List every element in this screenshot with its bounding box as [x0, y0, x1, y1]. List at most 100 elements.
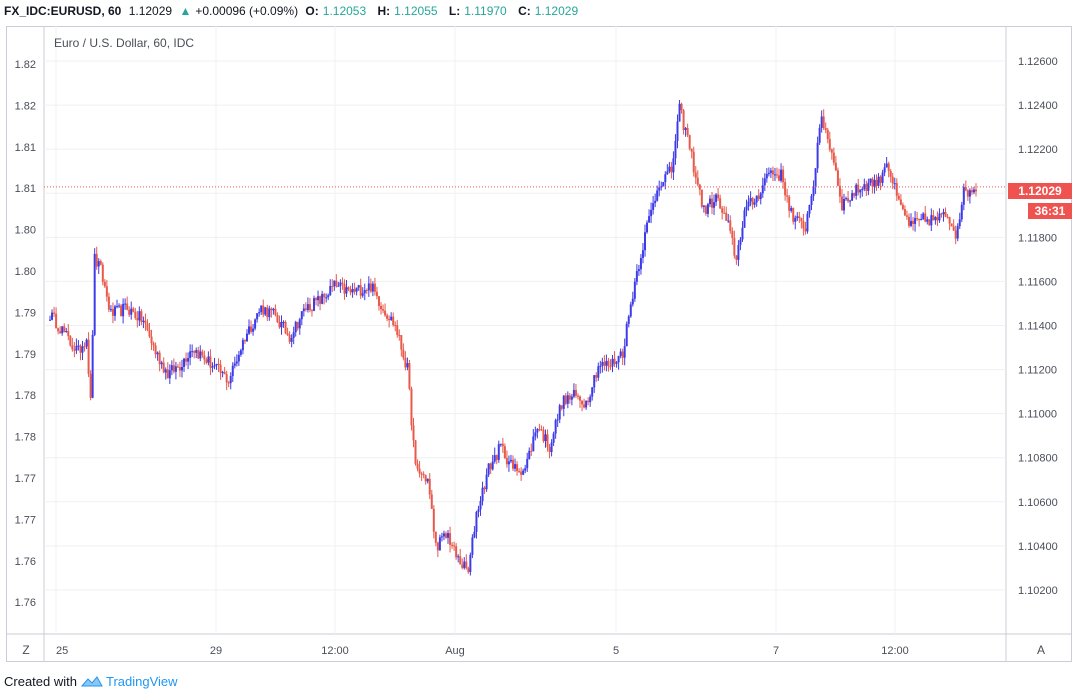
candle-body [948, 217, 951, 224]
candle-body [749, 198, 752, 202]
time-tick-label: 29 [210, 645, 222, 657]
candle-body [132, 308, 135, 312]
candle-body [463, 561, 466, 568]
candle-body [654, 200, 657, 204]
candle-body [327, 295, 330, 298]
left-tick-label: 1.80 [15, 225, 36, 237]
candle-body [818, 127, 821, 143]
candle-body [95, 253, 98, 267]
change-up-icon: ▲ [179, 4, 192, 18]
candle-body [914, 218, 917, 224]
candle-body [128, 309, 131, 315]
candle-body [146, 323, 149, 330]
candle-body [863, 184, 866, 189]
candle-body [518, 471, 521, 473]
candle-body [778, 175, 781, 181]
candle-body [256, 313, 259, 320]
candle-body [447, 533, 450, 538]
candle-body [916, 218, 919, 220]
candle-body [361, 293, 364, 296]
candle-body [172, 365, 175, 372]
candle-body [343, 283, 346, 294]
candle-body [536, 429, 539, 433]
candle-body [648, 216, 651, 223]
candle-body [639, 257, 642, 270]
candle-body [509, 459, 512, 462]
candle-body [737, 245, 740, 260]
candle-body [219, 364, 222, 373]
candle-body [903, 209, 906, 216]
time-tick-label: 12:00 [881, 645, 909, 657]
candle-body [292, 332, 295, 338]
candle-body [325, 297, 328, 299]
candle-body [493, 455, 496, 462]
close-label: C: [518, 4, 531, 18]
price-chart[interactable]: 1.126001.124001.122001.120001.118001.116… [6, 26, 1072, 662]
candle-body [696, 177, 699, 185]
candle-body [499, 443, 502, 445]
candle-body [899, 199, 902, 205]
candle-body [650, 209, 653, 217]
candle-body [321, 293, 324, 304]
candle-body [704, 205, 707, 214]
candle-body [109, 309, 112, 311]
left-tick-label: 1.82 [15, 59, 36, 71]
candle-body [467, 568, 470, 573]
candle-body [814, 168, 817, 188]
candle-body [51, 312, 54, 320]
candle-body [59, 331, 62, 334]
candle-body [721, 208, 724, 213]
candle-body [643, 232, 646, 251]
candle-body [308, 304, 311, 311]
candle-body [319, 296, 322, 304]
candle-body [412, 425, 415, 441]
candle-body [865, 184, 868, 191]
candle-body [408, 363, 411, 389]
candle-body [611, 358, 614, 367]
candle-body [784, 182, 787, 196]
candle-body [711, 198, 714, 208]
symbol-name[interactable]: FX_IDC:EURUSD, 60 [4, 4, 122, 18]
candle-body [901, 204, 904, 210]
candle-body [217, 363, 220, 365]
candle-body [556, 419, 559, 421]
candle-body [877, 176, 880, 186]
candle-body [534, 432, 537, 437]
candle-body [176, 366, 179, 368]
candle-body [585, 400, 588, 408]
candle-body [544, 434, 547, 442]
candle-body [284, 321, 287, 334]
candle-body [564, 395, 567, 404]
candle-body [717, 194, 720, 199]
auto-zoom-button[interactable]: Z [22, 643, 30, 657]
candle-body [406, 363, 409, 368]
tradingview-brand[interactable]: TradingView [106, 674, 178, 689]
candle-body [487, 463, 490, 475]
candle-body [205, 359, 208, 363]
candle-body [302, 308, 305, 312]
candle-body [491, 461, 494, 470]
candle-body [221, 371, 224, 373]
tradingview-logo-icon[interactable] [80, 674, 103, 689]
candle-body [254, 319, 257, 329]
candle-body [867, 182, 870, 191]
candle-body [637, 269, 640, 272]
open-label: O: [305, 4, 319, 18]
candle-body [55, 313, 58, 329]
symbol-legend: FX_IDC:EURUSD, 60 1.12029 ▲ +0.00096 (+0.… [0, 0, 1072, 22]
candle-body [312, 298, 315, 311]
candle-body [189, 351, 192, 359]
candle-body [394, 325, 397, 327]
candle-body [926, 219, 929, 222]
candle-body [373, 283, 376, 292]
candle-body [81, 346, 84, 353]
candle-body [252, 328, 255, 332]
candle-body [745, 206, 748, 211]
left-tick-label: 1.76 [15, 556, 36, 568]
candle-body [828, 139, 831, 150]
candle-body [975, 189, 977, 192]
candle-body [355, 287, 358, 292]
auto-scale-button[interactable]: A [1036, 643, 1045, 657]
candle-body [73, 349, 76, 351]
candle-body [111, 309, 114, 316]
